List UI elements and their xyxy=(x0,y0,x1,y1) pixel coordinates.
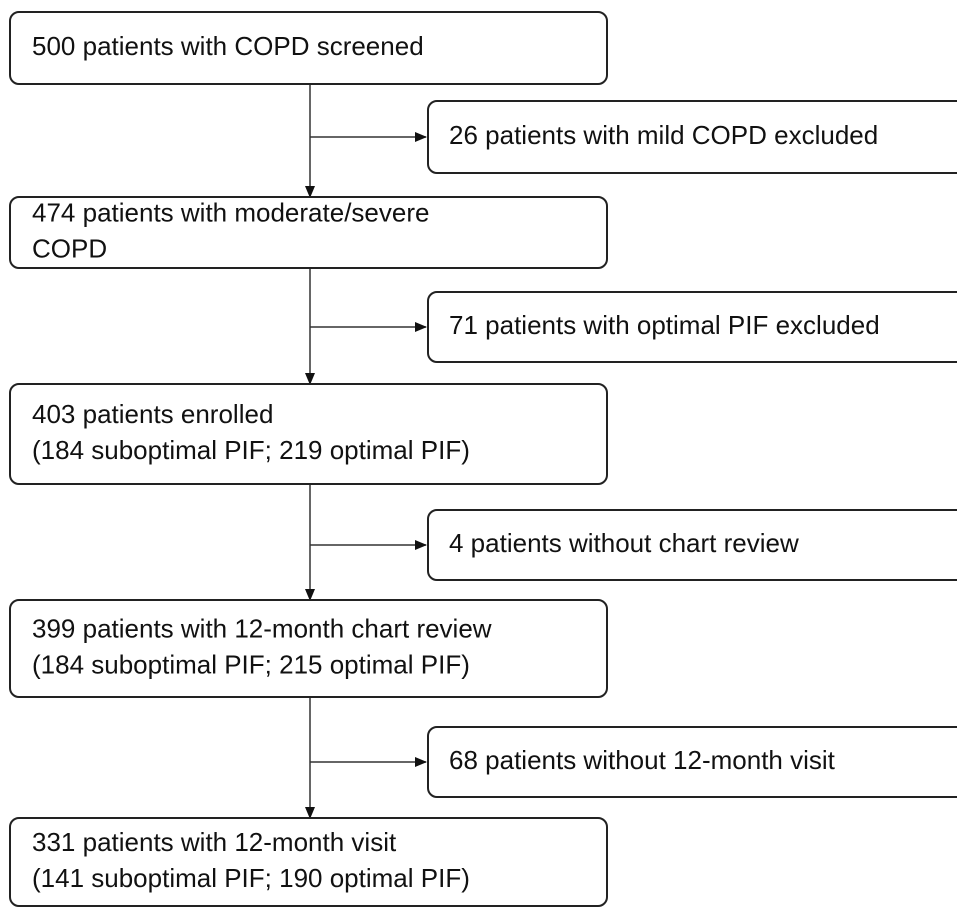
exclusion-box xyxy=(427,291,957,363)
main-box xyxy=(9,11,608,85)
box-text: COPD xyxy=(32,233,107,263)
main-box xyxy=(9,599,608,698)
exclusion-box xyxy=(427,509,957,581)
exclusion-text: 26 patients with mild COPD excluded xyxy=(449,120,878,150)
exclusion-text: 68 patients without 12-month visit xyxy=(449,745,836,775)
box-text: 474 patients with moderate/severe xyxy=(32,197,429,227)
diagram-layer: 500 patients with COPD screened 474 patie… xyxy=(9,11,957,907)
box-text: (184 suboptimal PIF; 215 optimal PIF) xyxy=(32,649,470,679)
main-box xyxy=(9,817,608,907)
main-box xyxy=(9,383,608,485)
exclusion-box xyxy=(427,726,957,798)
exclusion-text: 71 patients with optimal PIF excluded xyxy=(449,310,880,340)
box-text: 500 patients with COPD screened xyxy=(32,31,424,61)
exclusion-text: 4 patients without chart review xyxy=(449,528,799,558)
exclusion-box xyxy=(427,100,957,174)
main-box xyxy=(9,196,608,269)
box-text: (141 suboptimal PIF; 190 optimal PIF) xyxy=(32,863,470,893)
box-text: 399 patients with 12-month chart review xyxy=(32,613,492,643)
box-text: 331 patients with 12-month visit xyxy=(32,827,397,857)
box-text: (184 suboptimal PIF; 219 optimal PIF) xyxy=(32,435,470,465)
box-text: 403 patients enrolled xyxy=(32,399,273,429)
